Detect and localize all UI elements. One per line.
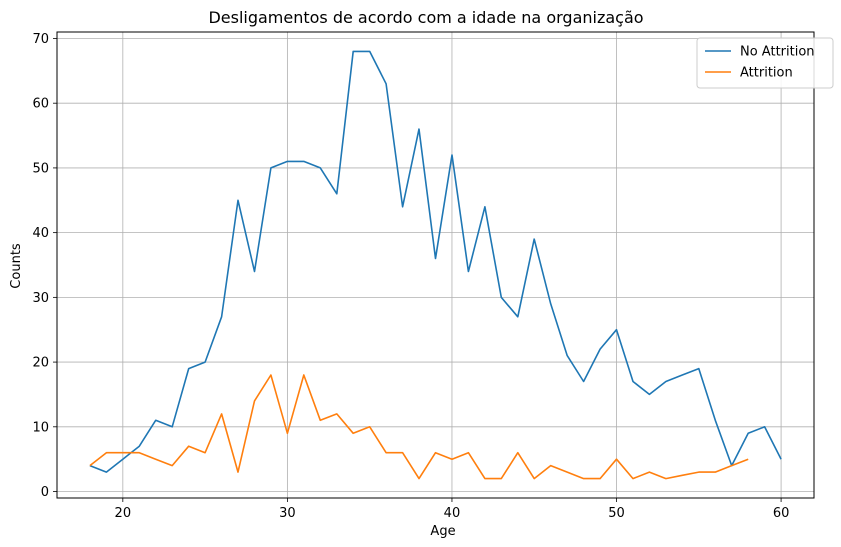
series-line-no-attrition — [89, 50, 782, 473]
series-line-attrition — [89, 374, 749, 480]
y-tick-label: 30 — [32, 291, 49, 306]
axis-ticks: 20 30 40 50 60 0 10 20 30 40 50 60 70 — [32, 32, 789, 521]
y-tick-label: 50 — [32, 161, 49, 176]
y-tick-label: 20 — [32, 356, 49, 371]
legend: No Attrition Attrition — [696, 37, 834, 89]
grid — [57, 32, 814, 498]
x-axis-title: Age — [430, 524, 455, 539]
y-tick-label: 0 — [41, 485, 49, 500]
y-axis-title: Counts — [9, 243, 24, 289]
legend-label: Attrition — [740, 66, 793, 81]
y-tick-label: 70 — [32, 32, 49, 47]
x-tick-label: 30 — [279, 506, 296, 521]
x-tick-label: 60 — [773, 506, 790, 521]
y-tick-label: 40 — [32, 226, 49, 241]
x-tick-label: 40 — [444, 506, 461, 521]
legend-label: No Attrition — [740, 45, 815, 60]
chart-title: Desligamentos de acordo com a idade na o… — [208, 8, 643, 27]
x-tick-label: 20 — [115, 506, 132, 521]
plot-frame — [56, 31, 815, 499]
y-tick-label: 10 — [32, 420, 49, 435]
y-tick-label: 60 — [32, 97, 49, 112]
series-layer — [89, 50, 782, 480]
x-tick-label: 50 — [608, 506, 625, 521]
